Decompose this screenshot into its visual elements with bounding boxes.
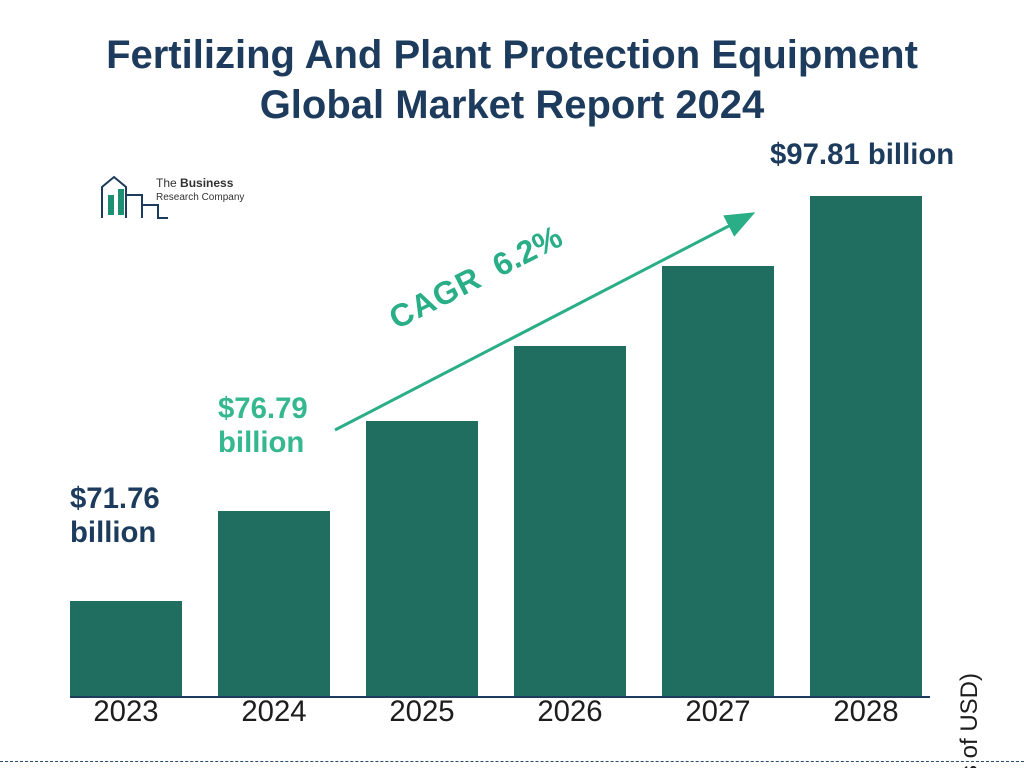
title-line-1: Fertilizing And Plant Protection Equipme…	[0, 30, 1024, 80]
x-label-2023: 2023	[70, 695, 182, 729]
footer-dashed-line	[0, 761, 1024, 762]
value-label-2023: $71.76 billion	[70, 482, 160, 549]
x-label-2028: 2028	[810, 695, 922, 729]
bar-2025	[366, 421, 478, 696]
value-label-2028: $97.81 billion	[770, 138, 954, 172]
bar-2027	[662, 266, 774, 696]
bar-slot	[366, 421, 478, 696]
value-label-2023-amount: $71.76	[70, 482, 160, 515]
value-label-2024-unit: billion	[218, 426, 304, 459]
bars-container	[70, 136, 930, 696]
chart-title: Fertilizing And Plant Protection Equipme…	[0, 30, 1024, 130]
value-label-2028-amount: $97.81 billion	[770, 138, 954, 171]
bar-2024	[218, 511, 330, 696]
bar-slot	[218, 511, 330, 696]
bar-slot	[70, 601, 182, 696]
bar-slot	[662, 266, 774, 696]
value-label-2024: $76.79 billion	[218, 392, 308, 459]
x-label-2026: 2026	[514, 695, 626, 729]
bar-slot	[514, 346, 626, 696]
bar-2028	[810, 196, 922, 696]
chart-canvas: Fertilizing And Plant Protection Equipme…	[0, 0, 1024, 768]
bar-2026	[514, 346, 626, 696]
x-label-2027: 2027	[662, 695, 774, 729]
x-label-2024: 2024	[218, 695, 330, 729]
x-label-2025: 2025	[366, 695, 478, 729]
title-line-2: Global Market Report 2024	[0, 80, 1024, 130]
y-axis-label: Market Size (in billions of USD)	[956, 673, 984, 768]
x-axis-labels: 2023 2024 2025 2026 2027 2028	[70, 695, 930, 729]
value-label-2024-amount: $76.79	[218, 392, 308, 425]
value-label-2023-unit: billion	[70, 516, 156, 549]
bar-2023	[70, 601, 182, 696]
bar-slot	[810, 196, 922, 696]
chart-plot-area: 202320242025202620272028	[70, 138, 930, 698]
